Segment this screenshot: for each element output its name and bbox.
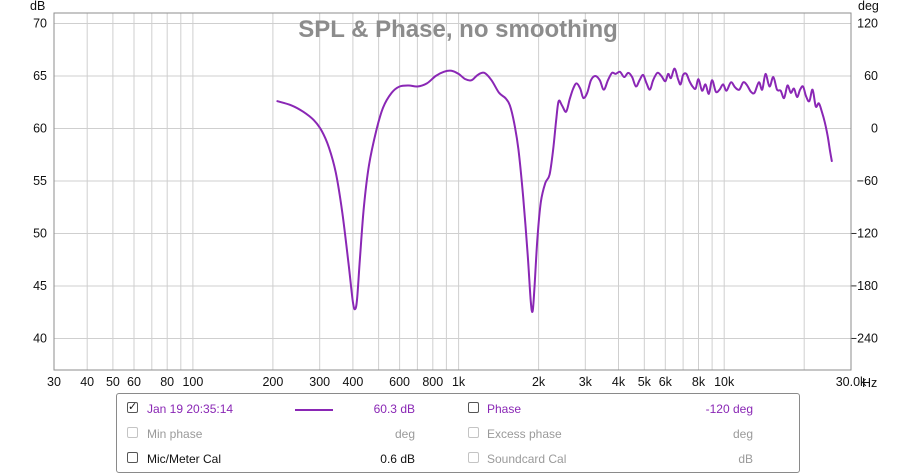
soundcard-cal-label: Soundcard Cal xyxy=(487,452,567,466)
legend-row-cal: Mic/Meter Cal 0.6 dB Soundcard Cal dB xyxy=(117,446,799,470)
y-tick-label: 65 xyxy=(33,69,47,83)
phase-label: Phase xyxy=(487,402,522,416)
x-tick-label: 50 xyxy=(106,375,120,389)
x-tick-label: 80 xyxy=(160,375,174,389)
legend-row-measurement: ✓ Jan 19 20:35:14 60.3 dB Phase -120 deg xyxy=(117,396,799,420)
measurement-line-swatch xyxy=(295,409,333,411)
min-phase-label: Min phase xyxy=(147,427,203,441)
excess-phase-label: Excess phase xyxy=(487,427,562,441)
y-axis-ticks: 70 65 60 55 50 45 40 xyxy=(33,17,47,346)
legend-row-min-phase: Min phase deg Excess phase deg xyxy=(117,421,799,445)
mic-meter-cal-value: 0.6 dB xyxy=(380,452,415,466)
y2-axis-ticks: 120 60 0 −60 −120 −180 −240 xyxy=(850,17,878,346)
soundcard-cal-checkbox[interactable] xyxy=(468,452,479,463)
x-tick-label: 1k xyxy=(452,375,466,389)
x-tick-label: 4k xyxy=(612,375,626,389)
x-tick-label: 3k xyxy=(579,375,593,389)
x-tick-label: 40 xyxy=(80,375,94,389)
x-tick-label: 2k xyxy=(532,375,546,389)
measurement-value: 60.3 dB xyxy=(373,402,415,416)
measurement-checkbox[interactable]: ✓ xyxy=(127,402,138,413)
x-tick-label: 10k xyxy=(714,375,735,389)
y-tick-label: 70 xyxy=(33,17,47,31)
x-tick-label: 300 xyxy=(309,375,330,389)
y-tick-label: 40 xyxy=(33,332,47,346)
x-tick-label: 800 xyxy=(422,375,443,389)
soundcard-cal-value: dB xyxy=(738,452,753,466)
plot-frame xyxy=(53,12,852,371)
y-tick-label: 50 xyxy=(33,227,47,241)
y2-tick-label: 120 xyxy=(857,17,878,31)
y2-tick-label: −60 xyxy=(857,174,878,188)
grid-lines xyxy=(53,13,852,370)
x-tick-label: 600 xyxy=(389,375,410,389)
mic-meter-cal-label: Mic/Meter Cal xyxy=(147,452,222,466)
y-tick-label: 55 xyxy=(33,174,47,188)
y2-tick-label: 60 xyxy=(864,69,878,83)
y2-tick-label: −180 xyxy=(850,279,878,293)
min-phase-value: deg xyxy=(394,427,415,441)
y-axis-unit: dB xyxy=(30,0,45,13)
min-phase-checkbox[interactable] xyxy=(127,427,138,438)
x-axis-ticks: 30 40 50 60 80 100 200 300 400 600 800 1k 2k 3k 4k 5k 6k… xyxy=(47,375,867,389)
y-tick-label: 45 xyxy=(33,279,47,293)
x-tick-label: 200 xyxy=(262,375,283,389)
excess-phase-checkbox[interactable] xyxy=(468,427,479,438)
plot-background xyxy=(54,13,851,370)
x-tick-label: 30 xyxy=(47,375,61,389)
x-tick-label: 100 xyxy=(182,375,203,389)
y-tick-label: 60 xyxy=(33,122,47,136)
x-tick-label: 6k xyxy=(659,375,673,389)
phase-value: -120 deg xyxy=(705,402,753,416)
y2-axis-unit: deg xyxy=(858,0,879,13)
mic-meter-cal-checkbox[interactable] xyxy=(127,452,138,463)
excess-phase-value: deg xyxy=(732,427,753,441)
x-tick-label: 5k xyxy=(638,375,652,389)
x-tick-label: 30.0k xyxy=(836,375,867,389)
x-tick-label: 60 xyxy=(127,375,141,389)
x-axis-unit: Hz xyxy=(862,376,877,390)
legend-panel: ✓ Jan 19 20:35:14 60.3 dB Phase -120 deg… xyxy=(116,393,800,473)
phase-checkbox[interactable] xyxy=(468,402,479,413)
chart-title: SPL & Phase, no smoothing xyxy=(298,16,618,43)
measurement-label: Jan 19 20:35:14 xyxy=(147,402,234,416)
x-tick-label: 8k xyxy=(692,375,706,389)
x-tick-label: 400 xyxy=(342,375,363,389)
checkmark-icon: ✓ xyxy=(128,401,138,413)
y2-tick-label: −240 xyxy=(850,332,878,346)
y2-tick-label: −120 xyxy=(850,227,878,241)
spl-curve xyxy=(276,67,833,314)
y2-tick-label: 0 xyxy=(871,122,878,136)
